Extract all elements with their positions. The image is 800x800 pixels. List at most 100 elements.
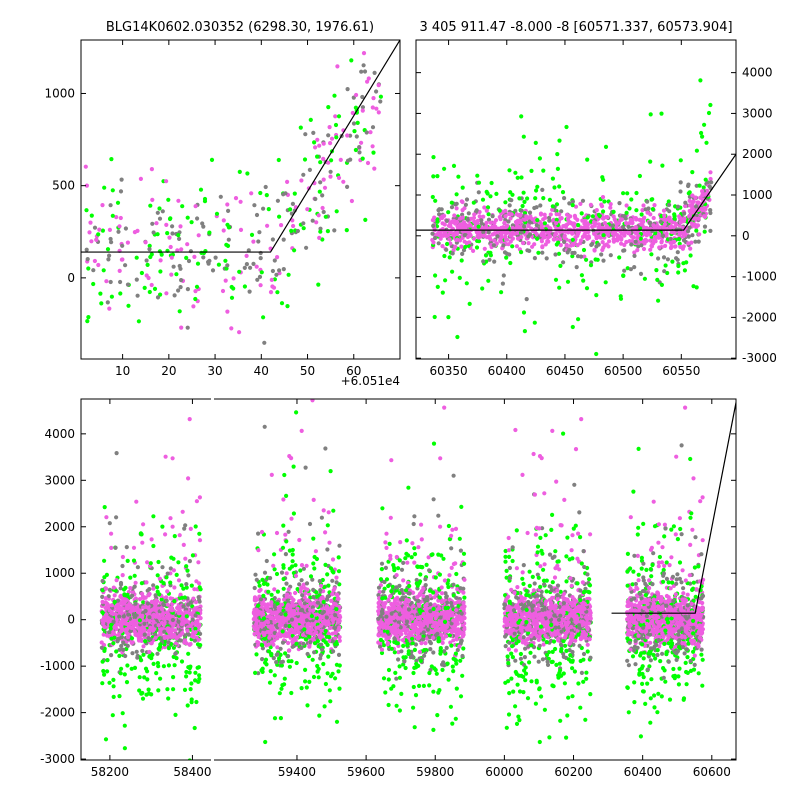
panel-bottom-point	[445, 661, 450, 666]
panel-bottom-point	[125, 558, 130, 564]
panel-left-point	[134, 255, 139, 260]
panel-bottom-point	[286, 587, 291, 592]
panel-bottom-point	[133, 601, 138, 606]
panel-right-point	[495, 234, 500, 239]
panel-bottom-point	[311, 601, 316, 606]
panel-bottom-segment1-points	[99, 417, 203, 760]
panel-right-point	[700, 189, 705, 194]
panel-right-point	[492, 259, 497, 264]
panel-bottom-point	[142, 627, 147, 632]
panel-right-point	[448, 221, 453, 226]
panel-right-point	[593, 257, 598, 262]
panel-left-ytick-label: 1000	[44, 86, 75, 100]
panel-bottom-point	[337, 638, 342, 643]
panel-bottom-point	[133, 580, 138, 585]
panel-left-point	[360, 94, 365, 100]
panel-bottom-point	[299, 563, 305, 568]
panel-bottom-point	[454, 661, 459, 666]
panel-right-point	[633, 239, 638, 244]
panel-right-point	[708, 210, 713, 216]
panel-right-point	[475, 218, 480, 223]
panel-bottom-point	[182, 526, 187, 531]
panel-bottom-point	[160, 524, 165, 529]
panel-left-point	[266, 207, 271, 212]
panel-bottom-point	[109, 531, 114, 536]
panel-bottom-point	[100, 594, 105, 600]
panel-right-point	[462, 233, 467, 238]
panel-bottom-point	[337, 543, 342, 548]
panel-left-point	[370, 125, 376, 130]
panel-right-point	[601, 209, 606, 214]
panel-right-point	[624, 239, 629, 245]
panel-right-point	[508, 233, 513, 238]
panel-right-point	[694, 228, 699, 233]
panel-right-point	[435, 284, 440, 289]
panel-bottom-point	[178, 633, 183, 638]
panel-right-point	[492, 238, 497, 243]
panel-bottom-point	[337, 604, 342, 610]
panel-bottom-point	[336, 627, 341, 632]
panel-right-point	[510, 225, 515, 231]
panel-bottom-point	[320, 647, 325, 652]
panel-right-point	[553, 252, 558, 257]
panel-right-point	[611, 209, 616, 214]
panel-right-point	[686, 182, 691, 187]
panel-left-point	[169, 272, 174, 277]
panel-right-point	[570, 254, 575, 259]
panel-bottom-point	[113, 545, 118, 550]
panel-right-point	[558, 243, 563, 248]
panel-right-point	[675, 250, 680, 255]
panel-left-point	[189, 220, 194, 225]
panel-right-point	[459, 258, 464, 263]
panel-bottom-point	[325, 523, 330, 528]
panel-bottom-point	[154, 671, 159, 676]
panel-bottom-point	[168, 566, 173, 571]
panel-right-point	[644, 225, 649, 231]
panel-right-point	[551, 237, 556, 242]
panel-right-point	[667, 209, 672, 214]
panel-right-point	[492, 220, 497, 225]
panel-left-point	[371, 150, 376, 155]
panel-left-point	[136, 319, 141, 324]
panel-bottom-point	[165, 589, 170, 594]
panel-bottom-point	[289, 456, 294, 461]
panel-right-point	[472, 219, 477, 224]
panel-bottom-point	[446, 523, 451, 529]
panel-left-point	[249, 232, 255, 237]
panel-left-point	[120, 243, 125, 248]
panel-bottom-point	[331, 649, 336, 654]
panel-left-point	[170, 231, 175, 236]
panel-left-point	[164, 222, 169, 227]
panel-bottom-point	[192, 638, 197, 643]
panel-right-point	[650, 207, 656, 212]
panel-bottom-point	[145, 560, 150, 565]
panel-left-point	[360, 108, 365, 113]
panel-bottom-point	[100, 588, 105, 593]
panel-right-point	[584, 257, 589, 262]
panel-bottom-point	[155, 661, 160, 666]
panel-left-point	[158, 269, 163, 274]
panel-left-point	[87, 230, 92, 235]
panel-bottom-point	[101, 632, 106, 637]
panel-bottom-point	[254, 607, 259, 613]
panel-right-point	[689, 203, 695, 208]
panel-right-point	[570, 199, 576, 204]
panel-right-ytick-label: 1000	[742, 188, 773, 202]
panel-right-point	[575, 243, 580, 248]
panel-bottom-point	[283, 651, 288, 656]
panel-right-point	[642, 238, 647, 243]
panel-bottom-point	[336, 669, 341, 674]
panel-bottom-point	[118, 586, 123, 591]
panel-bottom-point	[449, 546, 454, 551]
panel-bottom-point	[102, 505, 107, 510]
panel-left-point	[357, 150, 362, 155]
panel-left-point	[118, 291, 123, 296]
panel-bottom-point	[337, 686, 342, 691]
panel-left-point	[352, 129, 357, 134]
panel-right-point	[585, 236, 590, 241]
panel-bottom-point	[174, 641, 179, 646]
panel-bottom-point	[121, 647, 126, 652]
panel-bottom-point	[282, 472, 287, 478]
panel-right-point	[687, 225, 692, 230]
panel-bottom-point	[151, 586, 156, 591]
